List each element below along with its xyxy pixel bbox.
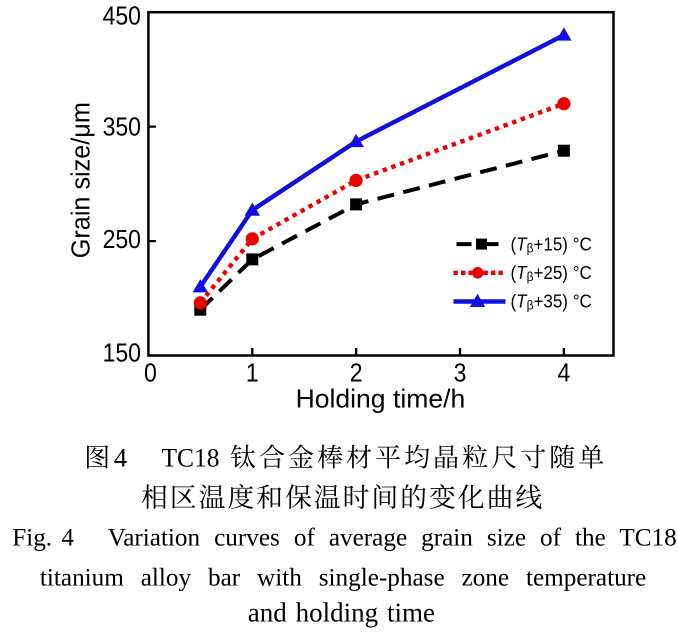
svg-text:Holding time/h: Holding time/h bbox=[296, 384, 466, 414]
svg-text:(Tβ+15) °C: (Tβ+15) °C bbox=[511, 234, 592, 256]
svg-text:4: 4 bbox=[557, 359, 570, 388]
svg-text:titanium alloy bar with single: titanium alloy bar with single-phase zon… bbox=[40, 565, 646, 592]
svg-text:Fig. 4: Fig. 4 bbox=[12, 525, 74, 552]
svg-text:250: 250 bbox=[103, 226, 141, 255]
svg-text:1: 1 bbox=[246, 359, 259, 388]
svg-text:TC18: TC18 bbox=[162, 443, 220, 473]
svg-text:Variation curves of average gr: Variation curves of average grain size o… bbox=[108, 525, 677, 552]
svg-text:4: 4 bbox=[114, 443, 127, 473]
svg-text:and holding time: and holding time bbox=[248, 598, 435, 628]
svg-text:3: 3 bbox=[454, 359, 467, 388]
svg-text:Grain size/μm: Grain size/μm bbox=[67, 102, 95, 258]
svg-text:(Tβ+35) °C: (Tβ+35) °C bbox=[511, 291, 592, 313]
svg-text:150: 150 bbox=[103, 339, 141, 368]
svg-text:2: 2 bbox=[350, 359, 363, 388]
svg-text:(Tβ+25) °C: (Tβ+25) °C bbox=[511, 262, 592, 284]
svg-text:350: 350 bbox=[103, 114, 141, 143]
svg-text:0: 0 bbox=[144, 359, 157, 388]
svg-text:450: 450 bbox=[103, 3, 141, 32]
